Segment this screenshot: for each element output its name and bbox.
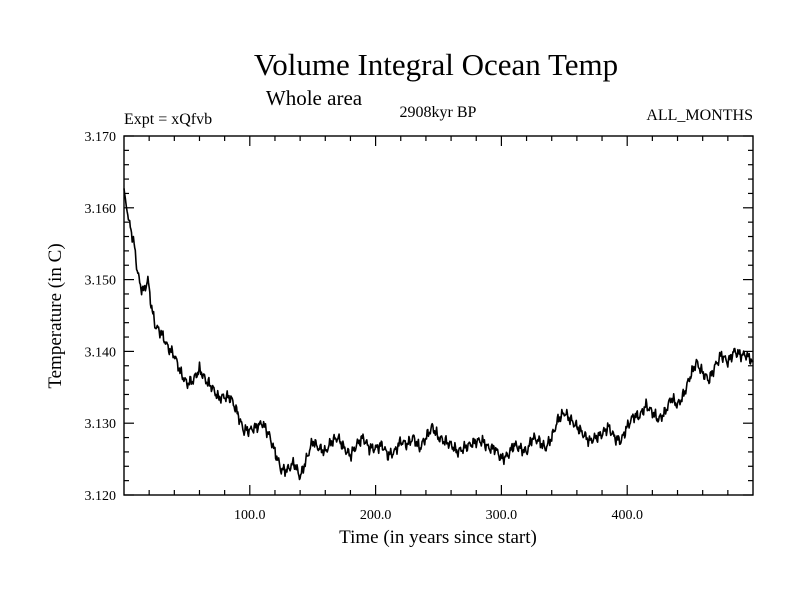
y-tick-label: 3.150 — [85, 274, 117, 289]
y-tick-label: 3.120 — [85, 489, 117, 504]
temperature-series-line — [123, 188, 754, 481]
y-tick-label: 3.140 — [85, 345, 117, 360]
months-label: ALL_MONTHS — [646, 107, 753, 124]
period-label: 2908kyr BP — [400, 104, 477, 121]
y-tick-label: 3.170 — [85, 130, 117, 145]
plot-frame — [123, 135, 754, 496]
axis-tick-labels: 3.120 3.130 3.140 3.150 3.160 3.170 100.0 200.0… — [85, 130, 643, 523]
chart-subtitle: Whole area — [266, 86, 363, 110]
axis-ticks — [124, 135, 753, 496]
x-tick-label: 400.0 — [611, 508, 643, 523]
experiment-label: Expt = xQfvb — [124, 111, 212, 128]
y-axis-label: Temperature (in C) — [45, 243, 66, 388]
y-tick-label: 3.160 — [85, 202, 117, 217]
y-tick-label: 3.130 — [85, 417, 117, 432]
x-tick-label: 100.0 — [234, 508, 266, 523]
x-tick-label: 200.0 — [360, 508, 392, 523]
x-tick-label: 300.0 — [486, 508, 518, 523]
x-axis-label: Time (in years since start) — [339, 527, 537, 548]
chart-title: Volume Integral Ocean Temp — [254, 47, 618, 82]
